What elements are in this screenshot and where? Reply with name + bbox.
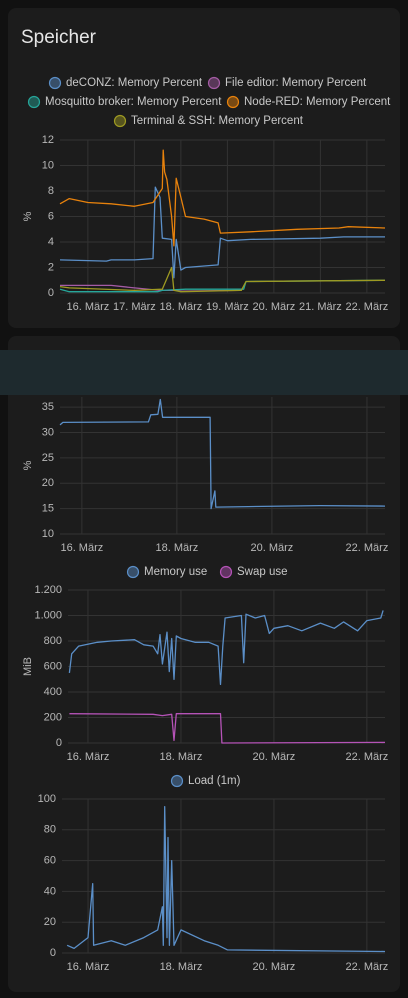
card <box>8 336 400 992</box>
legend-swatch <box>48 76 62 90</box>
y-tick-label: 400 <box>44 686 62 698</box>
legend-swatch <box>126 565 140 579</box>
x-tick-label: 22. März <box>345 301 388 313</box>
legend-swatch <box>113 114 127 128</box>
chart: 0 20 40 60 80 100 16. März 18. März 20. März 22. … <box>38 774 388 973</box>
y-tick-label: 40 <box>44 885 56 897</box>
y-axis-label: % <box>22 460 34 470</box>
legend-label: deCONZ: Memory Percent <box>66 77 203 89</box>
x-tick-label: 16. März <box>60 542 103 554</box>
chart: 0 2 4 6 8 10 12 16. März 17. März 18. März 19. Mär… <box>22 76 391 313</box>
x-tick-label: 20. März <box>251 542 294 554</box>
header-overlay <box>0 350 408 395</box>
y-tick-label: 8 <box>48 185 54 197</box>
x-tick-label: 18. März <box>160 961 203 973</box>
chart: 0 200 400 600 800 1.000 1.200 16. März 18. März 2… <box>22 565 388 763</box>
x-tick-label: 18. März <box>159 301 202 313</box>
chart: 10 15 20 25 30 35 16. März 18. März 20. März 22. … <box>22 397 388 554</box>
legend-swatch <box>219 565 233 579</box>
y-tick-label: 60 <box>44 855 56 867</box>
legend-label: Node-RED: Memory Percent <box>244 96 391 108</box>
y-tick-label: 15 <box>42 503 54 515</box>
x-tick-label: 16. März <box>67 751 110 763</box>
y-axis-label: % <box>22 211 34 221</box>
y-tick-label: 800 <box>44 635 62 647</box>
x-tick-label: 21. März <box>299 301 342 313</box>
y-tick-label: 35 <box>42 401 54 413</box>
legend-swatch <box>207 76 221 90</box>
y-tick-label: 80 <box>44 824 56 836</box>
legend-swatch <box>226 95 240 109</box>
x-tick-label: 18. März <box>155 542 198 554</box>
y-tick-label: 0 <box>56 737 62 749</box>
x-tick-label: 20. März <box>253 961 296 973</box>
y-tick-label: 20 <box>44 916 56 928</box>
card-title: Speicher <box>21 27 97 48</box>
y-tick-label: 600 <box>44 660 62 672</box>
x-tick-label: 22. März <box>345 751 388 763</box>
series-line <box>69 713 386 744</box>
card <box>8 8 400 328</box>
x-tick-label: 18. März <box>160 751 203 763</box>
y-tick-label: 12 <box>42 134 54 146</box>
series-line <box>68 610 384 686</box>
x-tick-label: 17. März <box>113 301 156 313</box>
x-tick-label: 16. März <box>66 301 109 313</box>
legend-label: Load (1m) <box>188 775 241 787</box>
legend-swatch <box>27 95 41 109</box>
y-tick-label: 200 <box>44 711 62 723</box>
series-line <box>59 398 386 510</box>
x-tick-label: 22. März <box>345 961 388 973</box>
legend-label: File editor: Memory Percent <box>225 77 367 89</box>
legend-label: Terminal & SSH: Memory Percent <box>131 115 304 127</box>
y-tick-label: 4 <box>48 236 54 248</box>
y-tick-label: 20 <box>42 477 54 489</box>
y-tick-label: 100 <box>38 793 56 805</box>
x-tick-label: 19. März <box>206 301 249 313</box>
y-tick-label: 1.200 <box>34 584 62 596</box>
x-tick-label: 22. März <box>346 542 389 554</box>
y-axis-label: MiB <box>22 657 34 676</box>
legend-label: Mosquitto broker: Memory Percent <box>45 96 222 108</box>
legend-label: Memory use <box>144 566 207 578</box>
y-tick-label: 0 <box>50 947 56 959</box>
series-line <box>66 806 386 953</box>
y-tick-label: 2 <box>48 261 54 273</box>
y-tick-label: 25 <box>42 452 54 464</box>
x-tick-label: 20. März <box>253 751 296 763</box>
y-tick-label: 10 <box>42 528 54 540</box>
series-line <box>59 266 386 293</box>
series-line <box>59 149 386 247</box>
y-tick-label: 10 <box>42 159 54 171</box>
legend-swatch <box>170 774 184 788</box>
y-tick-label: 6 <box>48 210 54 222</box>
x-tick-label: 16. März <box>67 961 110 973</box>
series-line <box>59 186 385 279</box>
legend-label: Swap use <box>237 566 288 578</box>
y-tick-label: 0 <box>48 287 54 299</box>
x-tick-label: 20. März <box>252 301 295 313</box>
y-tick-label: 30 <box>42 426 54 438</box>
y-tick-label: 1.000 <box>34 609 62 621</box>
